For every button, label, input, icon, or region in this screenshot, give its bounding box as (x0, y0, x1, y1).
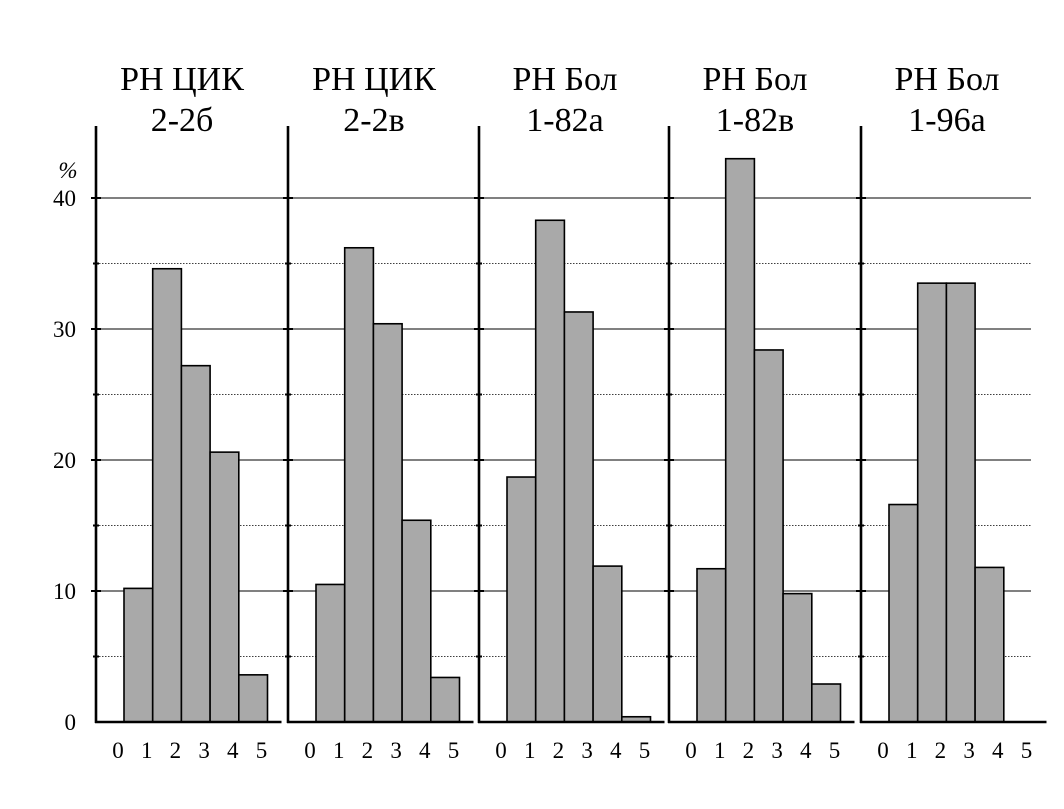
x-tick-label: 5 (256, 738, 268, 763)
bar (429, 676, 461, 723)
x-tick-label: 5 (448, 738, 460, 763)
x-tick-label: 1 (333, 738, 345, 763)
bar (592, 565, 623, 723)
panel-title-line1: РН Бол (702, 61, 807, 98)
bar (782, 592, 813, 723)
x-tick-label: 2 (362, 738, 374, 763)
bar (916, 282, 948, 723)
x-tick-label: 3 (198, 738, 210, 763)
x-tick-label: 3 (963, 738, 975, 763)
panel-title-line2: 1-96а (908, 102, 985, 139)
y-tick-label: 20 (53, 448, 76, 473)
x-tick-label: 2 (935, 738, 947, 763)
bar (180, 364, 211, 723)
bar (753, 349, 784, 723)
x-tick-label: 0 (112, 738, 124, 763)
y-axis-unit-label: % (58, 158, 77, 183)
bar (696, 567, 727, 723)
bar (506, 476, 537, 723)
y-tick-label: 30 (53, 317, 76, 342)
x-tick-label: 4 (992, 738, 1004, 763)
x-tick-label: 0 (877, 738, 889, 763)
bar (209, 451, 240, 723)
panel-title-line1: РН ЦИК (120, 61, 244, 98)
panel-title-line1: РН Бол (894, 61, 999, 98)
x-tick-label: 4 (227, 738, 239, 763)
x-tick-label: 3 (581, 738, 593, 763)
bar (945, 282, 976, 723)
x-tick-label: 2 (170, 738, 182, 763)
x-tick-label: 5 (829, 738, 841, 763)
x-tick-label: 1 (714, 738, 726, 763)
bar (724, 157, 756, 723)
bar (810, 683, 842, 723)
y-tick-label: 40 (53, 186, 76, 211)
y-tick-label: 0 (65, 710, 77, 735)
panel-title-line2: 2-2в (343, 102, 404, 139)
x-tick-label: 5 (639, 738, 651, 763)
x-tick-label: 2 (553, 738, 565, 763)
bar (563, 311, 594, 723)
x-tick-label: 1 (141, 738, 153, 763)
x-tick-label: 1 (906, 738, 918, 763)
x-tick-label: 0 (304, 738, 316, 763)
panel-title-line1: РН Бол (512, 61, 617, 98)
x-tick-label: 5 (1021, 738, 1033, 763)
x-tick-label: 2 (743, 738, 755, 763)
bar (372, 322, 403, 723)
bars (123, 157, 1005, 723)
bar (888, 503, 919, 723)
panel-title-line2: 1-82а (526, 102, 603, 139)
panel-title-line2: 2-2б (151, 102, 214, 139)
bar (534, 219, 566, 723)
bar (151, 267, 183, 723)
bar (123, 587, 154, 723)
panel-title-line2: 1-82в (716, 102, 794, 139)
bar (974, 566, 1005, 723)
x-tick-label: 4 (610, 738, 622, 763)
x-tick-label: 0 (495, 738, 507, 763)
bar (401, 519, 432, 723)
x-tick-label: 3 (390, 738, 402, 763)
bar (238, 674, 269, 723)
x-tick-label: 0 (685, 738, 697, 763)
bar (315, 583, 346, 723)
panel-title-line1: РН ЦИК (312, 61, 436, 98)
x-tick-label: 3 (771, 738, 783, 763)
y-tick-label: 10 (53, 579, 76, 604)
x-tick-label: 1 (524, 738, 536, 763)
bar (343, 246, 375, 723)
panel-axes (91, 126, 1047, 724)
x-tick-label: 4 (419, 738, 431, 763)
x-tick-label: 4 (800, 738, 812, 763)
